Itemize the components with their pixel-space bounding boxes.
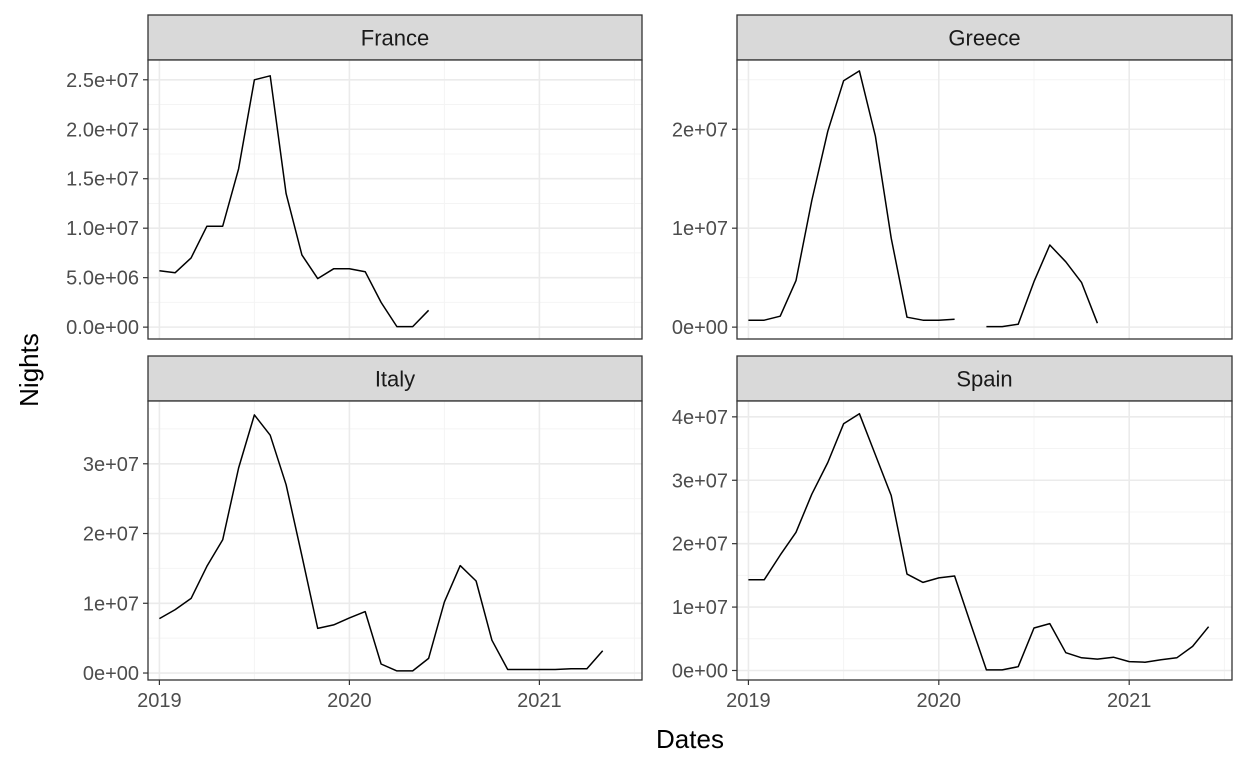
x-tick-label: 2019 bbox=[726, 690, 771, 712]
panel-france: France 0.0e+00 5.0e+06 1.0e+07 1.5e+07 2.0e+0… bbox=[66, 14, 643, 340]
panel-border bbox=[736, 59, 1233, 340]
panel-border bbox=[147, 59, 643, 340]
facet-strip-label: Spain bbox=[956, 367, 1012, 392]
y-tick-label: 4e+07 bbox=[672, 407, 728, 429]
facet-strip bbox=[736, 355, 1233, 402]
y-tick-label: 1e+07 bbox=[672, 218, 728, 240]
y-tick-label: 2.5e+07 bbox=[66, 70, 139, 92]
series-line-greece bbox=[748, 70, 955, 321]
facet-panels: France 0.0e+00 5.0e+06 1.0e+07 1.5e+07 2.0e+0… bbox=[66, 14, 1233, 712]
y-tick-label: 1.5e+07 bbox=[66, 169, 139, 191]
series-line-france bbox=[159, 75, 430, 328]
x-tick-label: 2020 bbox=[917, 690, 962, 712]
y-tick-label: 2e+07 bbox=[672, 534, 728, 556]
x-axis-title: Dates bbox=[656, 724, 724, 754]
panel-spain: Spain 0e+00 1e+07 2e+07 3e+07 4e+07 2019 2020 20… bbox=[672, 355, 1233, 712]
panel-italy: Italy 0e+00 1e+07 2e+07 3e+07 2019 2020 2021 bbox=[83, 355, 643, 712]
x-tick-label: 2020 bbox=[327, 690, 372, 712]
y-axis-title: Nights bbox=[14, 333, 44, 407]
facet-strip bbox=[147, 355, 643, 402]
y-tick-label: 1e+07 bbox=[83, 593, 139, 615]
y-tick-label: 2.0e+07 bbox=[66, 119, 139, 141]
y-tick-label: 3e+07 bbox=[672, 470, 728, 492]
facet-strip-label: Italy bbox=[375, 367, 415, 392]
x-tick-label: 2019 bbox=[137, 690, 182, 712]
plot-area bbox=[148, 60, 642, 339]
panel-border bbox=[147, 400, 643, 681]
y-tick-label: 0e+00 bbox=[83, 663, 139, 685]
y-tick-label: 0.0e+00 bbox=[66, 317, 139, 339]
plot-area bbox=[737, 60, 1232, 339]
series-line-greece bbox=[986, 244, 1099, 328]
y-tick-label: 0e+00 bbox=[672, 660, 728, 682]
facet-strip-label: Greece bbox=[948, 26, 1020, 51]
facet-strip bbox=[147, 14, 643, 61]
panel-greece: Greece 0e+00 1e+07 2e+07 bbox=[672, 14, 1233, 340]
x-tick-label: 2021 bbox=[517, 690, 562, 712]
panel-border bbox=[736, 400, 1233, 681]
series-line-spain bbox=[748, 412, 1210, 671]
plot-area bbox=[737, 401, 1232, 680]
y-tick-label: 1.0e+07 bbox=[66, 218, 139, 240]
y-tick-label: 5.0e+06 bbox=[66, 268, 139, 290]
y-tick-label: 3e+07 bbox=[83, 454, 139, 476]
facet-strip-label: France bbox=[361, 26, 429, 51]
series-line-italy bbox=[159, 414, 604, 672]
y-tick-label: 2e+07 bbox=[83, 524, 139, 546]
y-tick-label: 1e+07 bbox=[672, 597, 728, 619]
y-tick-label: 0e+00 bbox=[672, 317, 728, 339]
facet-strip bbox=[736, 14, 1233, 61]
y-tick-label: 2e+07 bbox=[672, 119, 728, 141]
x-tick-label: 2021 bbox=[1107, 690, 1152, 712]
plot-area bbox=[148, 401, 642, 680]
